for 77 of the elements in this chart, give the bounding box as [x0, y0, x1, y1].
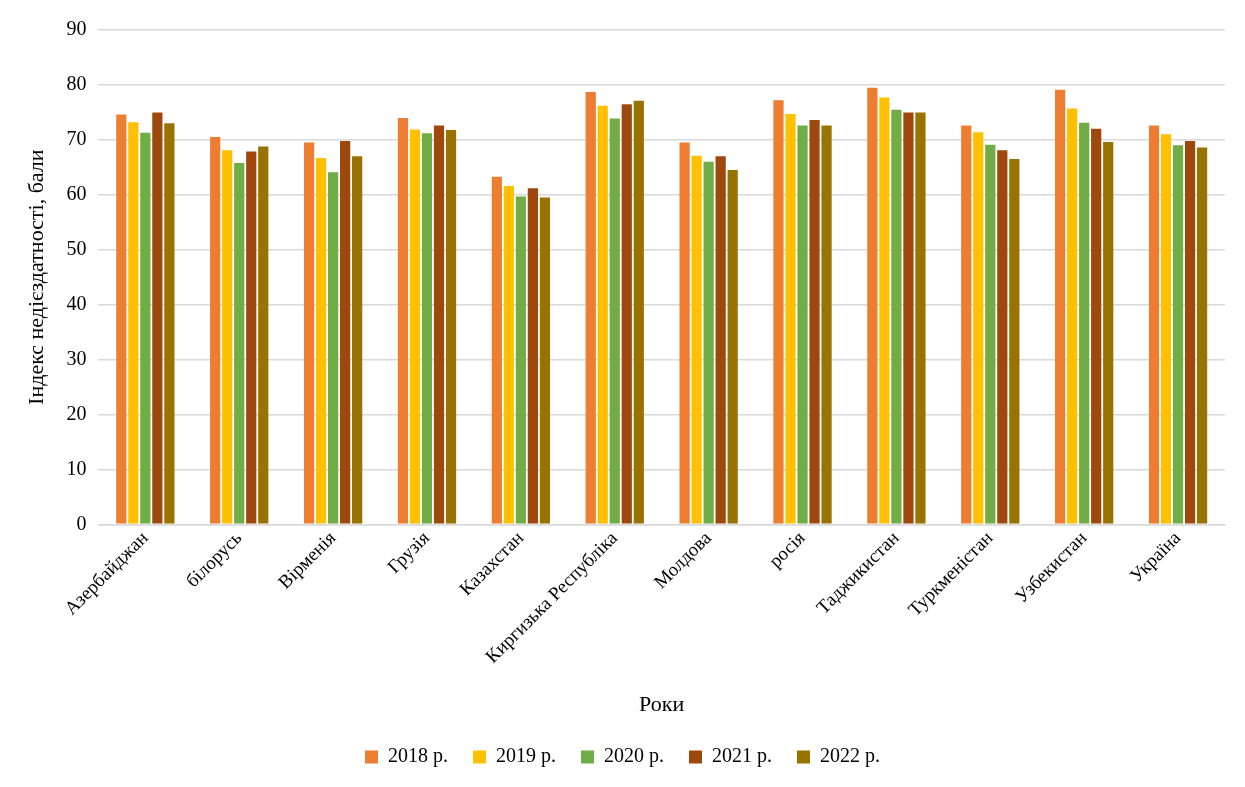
bar: [773, 100, 784, 524]
y-tick-label: 30: [66, 346, 87, 369]
y-tick-label: 10: [66, 456, 87, 479]
bar: [397, 117, 409, 524]
bar: [809, 120, 820, 524]
y-tick-label: 70: [66, 127, 87, 150]
bar: [445, 129, 457, 524]
bar: [491, 176, 502, 524]
bar: [258, 146, 269, 524]
bar: [421, 133, 433, 524]
bar: [691, 155, 702, 524]
legend-label: 2022 р.: [820, 744, 880, 768]
bar: [503, 185, 514, 524]
bar: [597, 105, 608, 524]
bar: [164, 123, 175, 524]
bar: [1091, 128, 1102, 524]
bar: [621, 104, 632, 524]
bar: [985, 144, 996, 524]
bar: [609, 118, 620, 524]
bar: [1184, 140, 1196, 524]
y-tick-label: 0: [76, 511, 87, 534]
bar: [879, 97, 890, 524]
y-tick-label: 20: [66, 401, 87, 424]
bar: [140, 132, 151, 524]
bar: [539, 197, 551, 524]
legend-label: 2020 р.: [604, 744, 664, 768]
bar: [715, 156, 726, 524]
bar: [527, 188, 538, 524]
bar: [340, 140, 351, 524]
bar: [303, 142, 315, 524]
legend-label: 2018 р.: [388, 744, 448, 768]
bar: [246, 151, 257, 524]
bar: [1148, 125, 1160, 524]
y-tick-label: 60: [66, 182, 87, 205]
y-tick-label: 40: [66, 291, 87, 314]
x-axis-title: Роки: [639, 690, 685, 716]
bar: [973, 132, 984, 524]
y-axis-title: Індекс недієздатності, бали: [22, 149, 48, 405]
y-tick-label: 90: [66, 17, 87, 40]
bar: [961, 125, 972, 524]
bar: [785, 114, 796, 524]
y-tick-label: 50: [66, 236, 87, 259]
bar: [797, 125, 808, 524]
y-tick-label: 80: [66, 72, 87, 95]
bar: [891, 109, 902, 524]
bar: [1079, 122, 1090, 524]
bar: [585, 92, 596, 524]
bar: [1009, 159, 1020, 524]
bar: [1103, 142, 1114, 524]
bar: [1055, 89, 1066, 524]
bar: [1067, 108, 1078, 524]
bar: [328, 172, 339, 524]
bar: [210, 137, 221, 524]
bar: [727, 170, 738, 524]
bar: [997, 150, 1008, 524]
bar: [116, 114, 127, 524]
bar: [1160, 134, 1172, 524]
bar: [315, 157, 327, 524]
bar: [915, 112, 926, 524]
bar: [1196, 147, 1208, 524]
bar: [152, 112, 163, 524]
legend-label: 2019 р.: [496, 744, 556, 768]
bar: [1172, 145, 1184, 524]
bar: [515, 196, 526, 524]
bar: [234, 162, 245, 524]
bar: [821, 125, 832, 524]
bar: [352, 156, 363, 524]
bar: [633, 100, 644, 524]
bar: [679, 142, 690, 524]
bar: [433, 125, 445, 524]
bar: [903, 112, 914, 524]
bar: [867, 87, 878, 524]
bar: [128, 122, 139, 524]
legend-label: 2021 р.: [712, 744, 772, 768]
bar: [222, 150, 233, 524]
bar: [703, 161, 714, 524]
bar: [409, 129, 421, 524]
